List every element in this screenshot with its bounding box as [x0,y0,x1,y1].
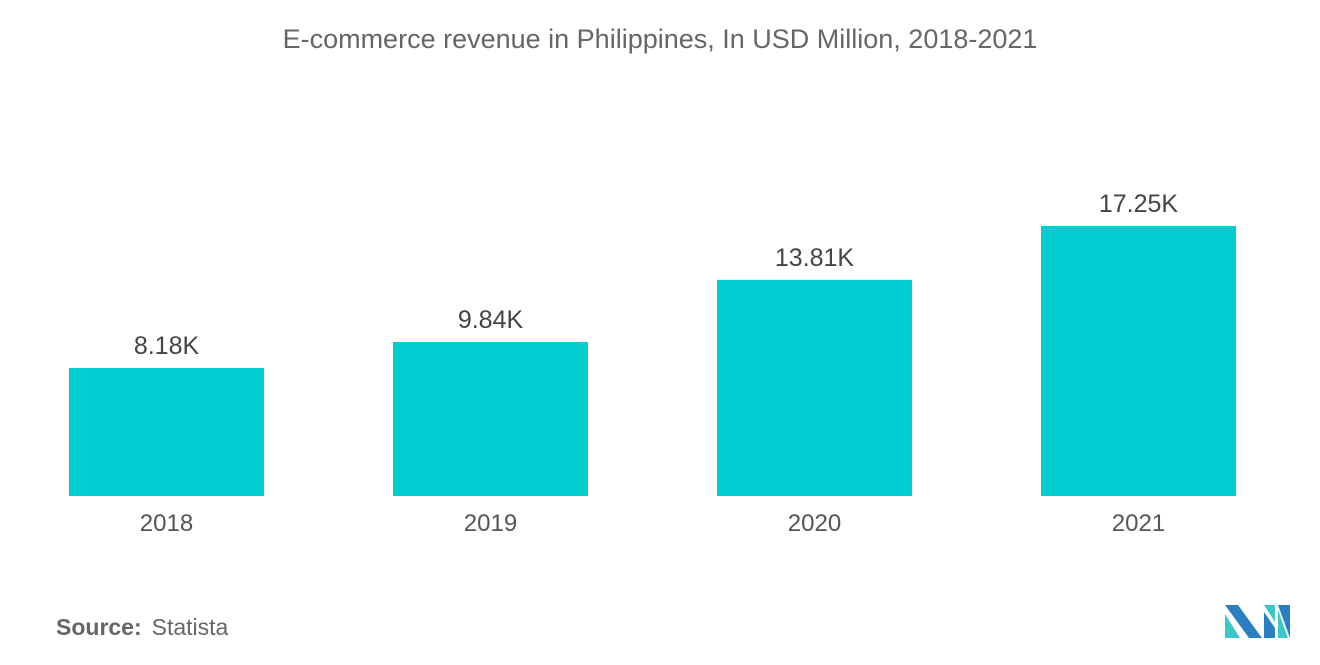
source-label: Source: [56,614,142,640]
data-label: 9.84K [458,306,524,334]
x-tick-label: 2021 [1112,510,1165,537]
bar-2021 [1041,226,1236,496]
data-label: 13.81K [775,244,855,272]
source-value: Statista [151,614,229,640]
data-label: 8.18K [134,332,200,360]
bar-2018 [69,367,264,496]
logo [1225,605,1290,638]
x-tick-label: 2019 [464,510,517,537]
chart-title: E-commerce revenue in Philippines, In US… [282,24,1038,54]
source-note: Source: Statista [56,614,228,641]
x-tick-label: 2020 [788,510,841,537]
bar-2020 [717,279,912,496]
bar-chart: 8.18K 2018 9.84K 2019 13.81K 2020 17.25K 2021 [69,190,1236,537]
x-tick-label: 2018 [140,510,193,537]
data-label: 17.25K [1099,190,1179,218]
bar-2019 [393,341,588,496]
